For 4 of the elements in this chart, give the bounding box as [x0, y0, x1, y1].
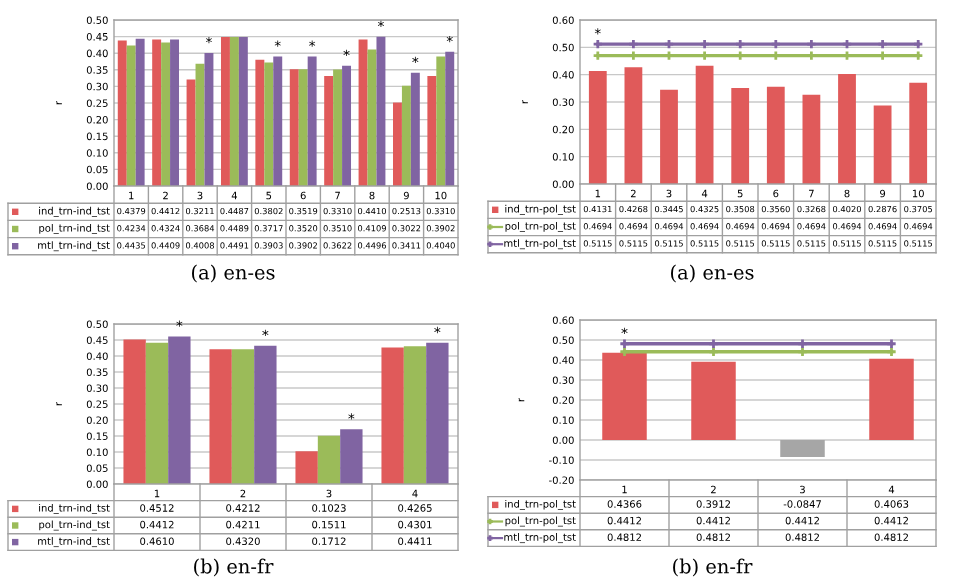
text: (a) en-es: [671, 264, 754, 283]
text: (b) en-fr: [673, 558, 753, 577]
text: (a) en-es: [192, 264, 275, 283]
text: (b) en-fr: [194, 558, 274, 577]
